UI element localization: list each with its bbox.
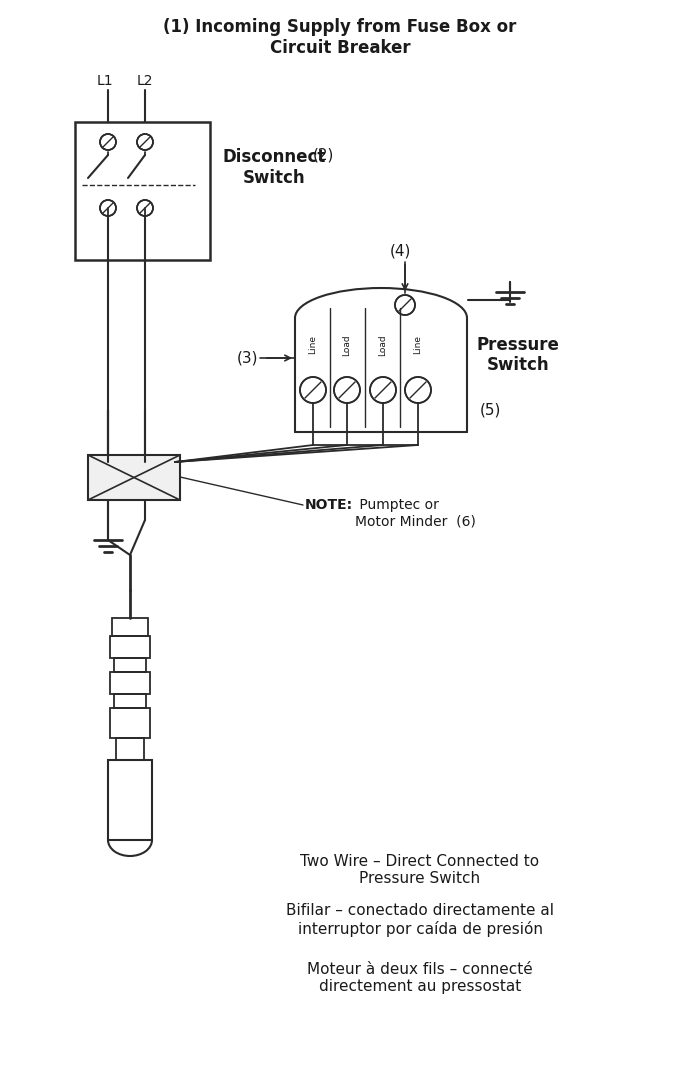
Circle shape — [137, 134, 153, 150]
Bar — [112, 618, 148, 636]
Bar — [75, 121, 210, 260]
Text: Load: Load — [379, 334, 388, 356]
Text: L2: L2 — [137, 74, 153, 88]
Text: Pumptec or
Motor Minder  (6): Pumptec or Motor Minder (6) — [355, 498, 476, 528]
Circle shape — [100, 200, 116, 216]
Text: Line: Line — [413, 335, 422, 355]
Text: Two Wire – Direct Connected to
Pressure Switch: Two Wire – Direct Connected to Pressure … — [301, 854, 539, 886]
Text: Moteur à deux fils – connecté
directement au pressostat: Moteur à deux fils – connecté directemen… — [307, 962, 533, 994]
Text: L1: L1 — [97, 74, 114, 88]
Text: Bifilar – conectado directamente al
interruptor por caída de presión: Bifilar – conectado directamente al inte… — [286, 903, 554, 936]
Text: (2): (2) — [313, 148, 335, 163]
Bar — [114, 694, 146, 708]
Text: (3): (3) — [237, 350, 258, 366]
Bar — [108, 760, 152, 840]
Bar — [114, 658, 146, 672]
Circle shape — [395, 295, 415, 315]
Circle shape — [405, 377, 431, 403]
Text: Disconnect
Switch: Disconnect Switch — [222, 148, 325, 187]
Bar — [110, 636, 150, 658]
Circle shape — [334, 377, 360, 403]
Text: (1) Incoming Supply from Fuse Box or
Circuit Breaker: (1) Incoming Supply from Fuse Box or Cir… — [163, 18, 517, 57]
Circle shape — [300, 377, 326, 403]
Circle shape — [370, 377, 396, 403]
Text: Load: Load — [343, 334, 352, 356]
Text: (4): (4) — [390, 243, 411, 258]
Text: (5): (5) — [480, 402, 501, 417]
Text: Line: Line — [309, 335, 318, 355]
Text: NOTE:: NOTE: — [305, 498, 353, 512]
Circle shape — [100, 134, 116, 150]
Circle shape — [137, 200, 153, 216]
Bar — [110, 708, 150, 739]
Bar — [116, 739, 144, 760]
Bar — [88, 455, 180, 500]
Text: Pressure
Switch: Pressure Switch — [477, 335, 560, 374]
Bar — [110, 672, 150, 694]
